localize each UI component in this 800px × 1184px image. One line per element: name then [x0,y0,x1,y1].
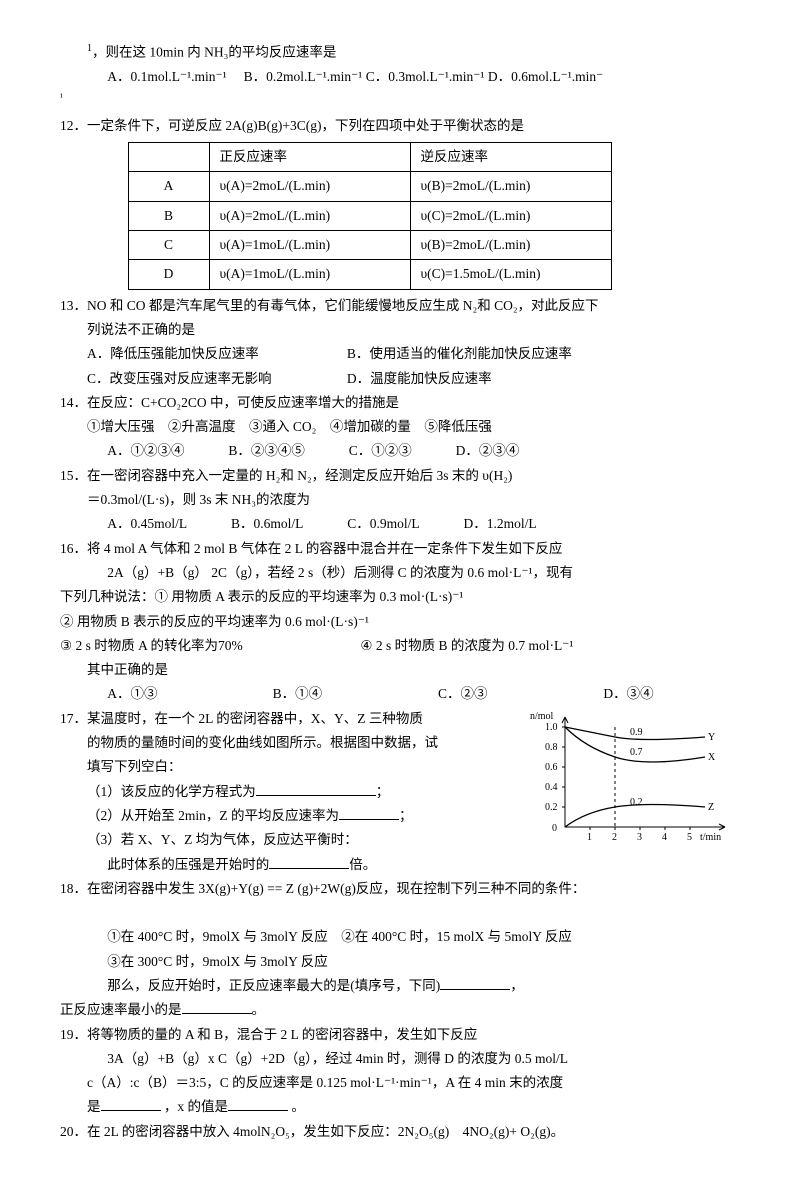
q11-continuation: 1，则在这 10min 内 NH₃的平均反应速率是 A．0.1mol.L⁻¹.m… [60,40,740,114]
q12: 12．一定条件下，可逆反应 2A(g)B(g)+3C(g)，下列在四项中处于平衡… [60,114,740,290]
q13: 13．NO 和 CO 都是汽车尾气里的有毒气体，它们能缓慢地反应生成 N₂和 C… [60,294,740,391]
q13-stem1: 13．NO 和 CO 都是汽车尾气里的有毒气体，它们能缓慢地反应生成 N₂和 C… [60,294,740,318]
q16-C: C．②③ [438,682,560,706]
q19-l1: 19．将等物质的量的 A 和 B，混合于 2 L 的密闭容器中，发生如下反应 [60,1023,740,1047]
q12-table: 正反应速率逆反应速率 Aυ(A)=2moL/(L.min)υ(B)=2moL/(… [128,142,612,289]
q14-A: A．①②③④ [107,439,184,463]
blank[interactable] [228,1097,288,1112]
axes [565,717,725,827]
q18-l5a: 正反应速率最小的是 [60,1002,182,1017]
q19-l4b: ，x 的值是 [164,1099,228,1114]
blank[interactable] [440,975,510,990]
svg-text:t/min: t/min [700,832,721,843]
svg-text:4: 4 [662,832,667,843]
svg-text:0.7: 0.7 [630,747,643,758]
svg-text:0.6: 0.6 [545,762,558,773]
svg-text:5: 5 [687,832,692,843]
q11-D: D．0.6mol.L⁻¹.min⁻ [488,69,603,84]
q13-A: A．降低压强能加快反应速率 [87,342,344,366]
q16-ask: 其中正确的是 [60,658,740,682]
svg-text:2: 2 [612,832,617,843]
th-reverse: 逆反应速率 [410,143,611,172]
q11-A: A．0.1mol.L⁻¹.min⁻¹ [107,69,226,84]
rowA: A [128,172,209,201]
q15-D: D．1.2mol/L [464,512,537,536]
q16-B: B．①④ [273,682,395,706]
q13-B: B．使用适当的催化剂能加快反应速率 [347,346,572,361]
q15: 15．在一密闭容器中充入一定量的 H₂和 N₂，经测定反应开始后 3s 末的 υ… [60,464,740,537]
blank[interactable] [256,781,376,796]
q16-D: D．③④ [603,682,653,706]
q19: 19．将等物质的量的 A 和 B，混合于 2 L 的密闭容器中，发生如下反应 3… [60,1023,740,1120]
q15-stem: 15．在一密闭容器中充入一定量的 H₂和 N₂，经测定反应开始后 3s 末的 υ… [60,464,740,488]
q17-p1: （1）该反应的化学方程式为 [87,784,256,799]
q16-l5a: ③ 2 s 时物质 A 的转化率为70% [60,634,357,658]
blank[interactable] [269,854,349,869]
q15-C: C．0.9mol/L [347,512,419,536]
q18-l3: ③在 300°C 时，9molX 与 3molY 反应 [60,950,740,974]
rowB: B [128,201,209,230]
q11-cont: ，则在这 10min 内 NH₃的平均反应速率是 [92,45,336,60]
q16-l4: ② 用物质 B 表示的反应的平均速率为 0.6 mol·(L·s)⁻¹ [60,610,740,634]
svg-text:0.2: 0.2 [545,802,558,813]
q18-l1: 18．在密闭容器中发生 3X(g)+Y(g) == Z (g)+2W(g)反应，… [60,877,740,901]
blank[interactable] [182,1000,252,1015]
q16-l2: 2A（g）+B（g） 2C（g），若经 2 s（秒）后测得 C 的浓度为 0.6… [60,561,740,585]
rowD: D [128,260,209,289]
q16-l1: 16．将 4 mol A 气体和 2 mol B 气体在 2 L 的容器中混合并… [60,537,740,561]
q16: 16．将 4 mol A 气体和 2 mol B 气体在 2 L 的容器中混合并… [60,537,740,707]
q11-one: ¹ [60,92,63,103]
q15-A: A．0.45mol/L [107,512,187,536]
q14-D: D．②③④ [456,439,520,463]
q13-C: C．改变压强对反应速率无影响 [87,367,344,391]
svg-text:1: 1 [587,832,592,843]
rowC: C [128,231,209,260]
chart-svg: n/mol t/min 0 0.2 0.4 0.6 0.8 1.0 1 2 3 … [530,707,730,847]
svg-text:1.0: 1.0 [545,722,558,733]
q16-l5b: ④ 2 s 时物质 B 的浓度为 0.7 mol·L⁻¹ [360,638,573,653]
q19-l3: c（A）:c（B）＝3:5，C 的反应速率是 0.125 mol·L⁻¹·min… [60,1071,740,1095]
q16-A: A．①③ [107,682,229,706]
svg-text:0.9: 0.9 [630,727,643,738]
q14-sub: ①增大压强 ②升高温度 ③通入 CO₂ ④增加碳的量 ⑤降低压强 [60,415,740,439]
q17: n/mol t/min 0 0.2 0.4 0.6 0.8 1.0 1 2 3 … [60,707,740,877]
q16-l3: 下列几种说法：① 用物质 A 表示的反应的平均速率为 0.3 mol·(L·s)… [60,585,740,609]
q11-C: C．0.3mol.L⁻¹.min⁻¹ [366,69,485,84]
blank[interactable] [339,805,399,820]
blank[interactable] [101,1097,161,1112]
svg-text:n/mol: n/mol [530,711,554,722]
q18-l4a: 那么，反应开始时，正反应速率最大的是(填序号，下同) [107,978,440,993]
th-forward: 正反应速率 [209,143,410,172]
q18: 18．在密闭容器中发生 3X(g)+Y(g) == Z (g)+2W(g)反应，… [60,877,740,1023]
q15-B: B．0.6mol/L [231,512,303,536]
q11-B: B．0.2mol.L⁻¹.min⁻¹ [244,69,363,84]
q17-p2: （2）从开始至 2min，Z 的平均反应速率为 [87,808,339,823]
curves [565,727,705,827]
q14-stem: 14．在反应：C+CO₂2CO 中，可使反应速率增大的措施是 [60,391,740,415]
svg-text:Z: Z [708,802,714,813]
svg-text:X: X [708,752,716,763]
q15-stem2: ＝0.3mol/(L·s)，则 3s 末 NH₃的浓度为 [60,488,740,512]
svg-text:0.2: 0.2 [630,797,643,808]
svg-text:3: 3 [637,832,642,843]
q19-l4a: 是 [87,1099,101,1114]
q19-l2: 3A（g）+B（g）x C（g）+2D（g），经过 4min 时，测得 D 的浓… [60,1047,740,1071]
q14-C: C．①②③ [349,439,412,463]
svg-text:Y: Y [708,732,715,743]
q13-stem2: 列说法不正确的是 [60,318,740,342]
svg-text:0.8: 0.8 [545,742,558,753]
q14-B: B．②③④⑤ [228,439,305,463]
svg-text:0.4: 0.4 [545,782,558,793]
q18-l2: ①在 400°C 时，9molX 与 3molY 反应 ②在 400°C 时，1… [60,925,740,949]
q13-D: D．温度能加快反应速率 [347,371,492,386]
svg-text:0: 0 [552,823,557,834]
q14: 14．在反应：C+CO₂2CO 中，可使反应速率增大的措施是 ①增大压强 ②升高… [60,391,740,464]
q17-p4a: 此时体系的压强是开始时的 [107,857,269,872]
q12-stem: 12．一定条件下，可逆反应 2A(g)B(g)+3C(g)，下列在四项中处于平衡… [60,114,740,138]
q17-chart: n/mol t/min 0 0.2 0.4 0.6 0.8 1.0 1 2 3 … [530,707,730,847]
